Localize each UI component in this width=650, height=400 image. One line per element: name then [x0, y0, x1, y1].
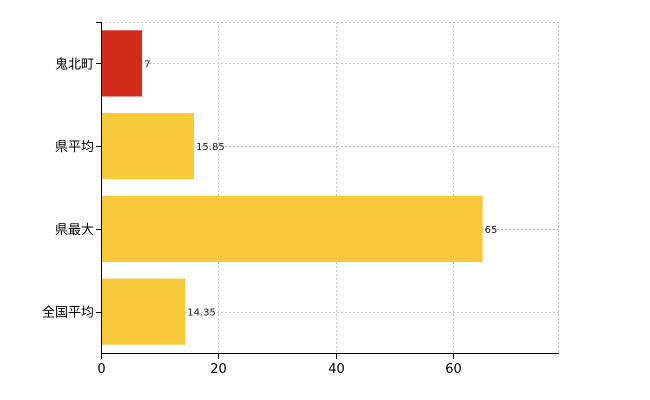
axes [101, 22, 559, 354]
data-label: 65 [485, 225, 498, 236]
bar [101, 113, 195, 180]
data-label: 14.35 [187, 308, 216, 319]
bar [101, 278, 186, 345]
bar [101, 195, 483, 262]
category-label: 県最大 [55, 223, 94, 238]
x-tick-label: 40 [328, 362, 345, 377]
bar [101, 30, 143, 97]
x-tick-label: 0 [97, 362, 105, 377]
category-label: 全国平均 [42, 305, 94, 321]
x-tick-label: 20 [210, 362, 227, 377]
data-label: 7 [144, 59, 150, 70]
bars-group [101, 30, 483, 345]
data-labels-group: 7 15.85 65 14.35 [144, 59, 497, 318]
category-label: 鬼北町 [55, 56, 94, 72]
category-label: 県平均 [55, 140, 94, 155]
x-tick-label: 60 [445, 362, 462, 377]
data-label: 15.85 [196, 142, 225, 153]
